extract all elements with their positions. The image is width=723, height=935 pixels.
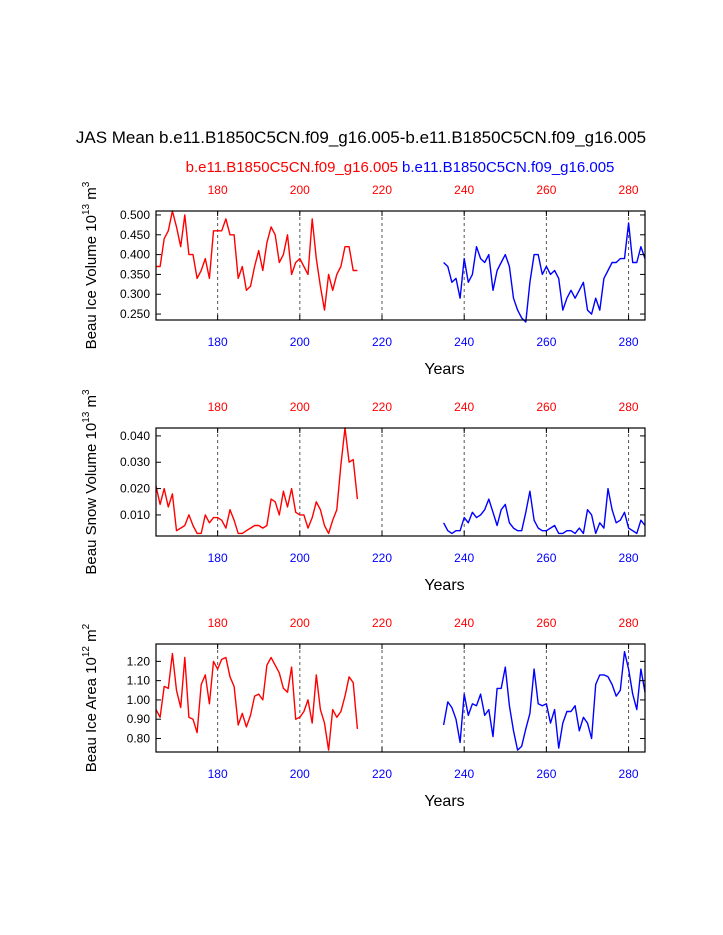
top-tick-label-red: 280 bbox=[619, 400, 639, 414]
series-blue-line bbox=[442, 651, 646, 751]
bottom-tick-label-blue: 220 bbox=[372, 767, 392, 781]
bottom-tick-label-blue: 180 bbox=[208, 551, 228, 565]
y-tick-label: 0.040 bbox=[120, 429, 150, 443]
panel-ice-volume: 0.250 0.300 0.350 0.400 0.450 0.500 180 200 220 2… bbox=[81, 181, 646, 378]
y-tick-label: 1.20 bbox=[127, 654, 151, 668]
y-tick-label: 1.00 bbox=[127, 693, 151, 707]
series-red-line bbox=[155, 427, 359, 535]
top-tick-label-red: 240 bbox=[454, 616, 474, 630]
top-tick-label-red: 280 bbox=[619, 616, 639, 630]
top-tick-label-red: 240 bbox=[454, 400, 474, 414]
bottom-tick-label-blue: 240 bbox=[454, 335, 474, 349]
bottom-tick-label-blue: 180 bbox=[208, 335, 228, 349]
y-tick-label: 0.80 bbox=[127, 732, 151, 746]
y-tick-label: 0.300 bbox=[120, 287, 150, 301]
bottom-tick-label-blue: 220 bbox=[372, 551, 392, 565]
legend-blue-label: b.e11.B1850C5CN.f09_g16.005 bbox=[402, 159, 614, 176]
x-axis-label: Years bbox=[424, 793, 464, 810]
y-tick-label: 0.450 bbox=[120, 228, 150, 242]
bottom-tick-label-blue: 200 bbox=[290, 335, 310, 349]
bottom-tick-label-blue: 260 bbox=[536, 767, 556, 781]
bottom-tick-label-blue: 240 bbox=[454, 551, 474, 565]
bottom-tick-label-blue: 260 bbox=[536, 335, 556, 349]
series-red-line bbox=[155, 652, 359, 751]
top-tick-label-red: 180 bbox=[208, 400, 228, 414]
plot-frame bbox=[155, 643, 646, 753]
series-blue-line bbox=[443, 222, 646, 323]
panel-snow-volume: 0.010 0.020 0.030 0.040 180 200 220 240 260 280 18… bbox=[81, 389, 646, 594]
bottom-tick-label-blue: 240 bbox=[454, 767, 474, 781]
y-tick-label: 0.020 bbox=[120, 482, 150, 496]
bottom-tick-label-blue: 280 bbox=[619, 551, 639, 565]
y-tick-label: 0.010 bbox=[120, 508, 150, 522]
x-axis-label: Years bbox=[424, 577, 464, 594]
top-tick-label-red: 220 bbox=[372, 183, 392, 197]
bottom-tick-label-blue: 200 bbox=[290, 551, 310, 565]
top-tick-label-red: 180 bbox=[208, 183, 228, 197]
y-axis-label: Beau Snow Volume 1013 m3 bbox=[81, 389, 100, 575]
plot-frame bbox=[155, 427, 646, 537]
series-red-line bbox=[156, 210, 358, 311]
bottom-tick-label-blue: 280 bbox=[619, 335, 639, 349]
bottom-tick-label-blue: 200 bbox=[290, 767, 310, 781]
plot-frame bbox=[155, 210, 646, 321]
figure-title: JAS Mean b.e11.B1850C5CN.f09_g16.005-b.e… bbox=[76, 128, 646, 147]
y-axis-label: Beau Ice Area 1012 m2 bbox=[81, 623, 100, 772]
series-blue-line bbox=[442, 487, 646, 535]
y-tick-label: 0.250 bbox=[120, 307, 150, 321]
y-tick-label: 0.030 bbox=[120, 455, 150, 469]
panel-ice-area: 0.80 0.90 1.00 1.10 1.20 180 200 220 240 260 280 18… bbox=[81, 616, 646, 810]
y-axis-label: Beau Ice Volume 1013 m3 bbox=[81, 181, 100, 349]
y-tick-label: 0.90 bbox=[127, 712, 151, 726]
top-tick-label-red: 200 bbox=[290, 616, 310, 630]
bottom-tick-label-blue: 220 bbox=[372, 335, 392, 349]
top-tick-label: 240 bbox=[454, 183, 474, 197]
bottom-tick-label-blue: 280 bbox=[619, 767, 639, 781]
top-tick-label-red: 220 bbox=[372, 616, 392, 630]
bottom-tick-label-blue: 180 bbox=[208, 767, 228, 781]
y-tick-label: 0.400 bbox=[120, 248, 150, 262]
y-tick-label: 0.350 bbox=[120, 267, 150, 281]
top-tick-label: 260 bbox=[536, 183, 556, 197]
legend-red-label: b.e11.B1850C5CN.f09_g16.005 bbox=[186, 159, 398, 176]
y-tick-label: 1.10 bbox=[127, 674, 151, 688]
bottom-tick-label-blue: 260 bbox=[536, 551, 556, 565]
top-tick-label-red: 200 bbox=[290, 183, 310, 197]
top-tick-label-red: 220 bbox=[372, 400, 392, 414]
top-tick-label-red: 260 bbox=[536, 400, 556, 414]
y-tick-label: 0.500 bbox=[120, 208, 150, 222]
top-tick-label-red: 200 bbox=[290, 400, 310, 414]
x-axis-label: Years bbox=[424, 361, 464, 378]
top-tick-label-red: 260 bbox=[536, 616, 556, 630]
top-tick-label-red: 180 bbox=[208, 616, 228, 630]
top-tick-label: 280 bbox=[619, 183, 639, 197]
